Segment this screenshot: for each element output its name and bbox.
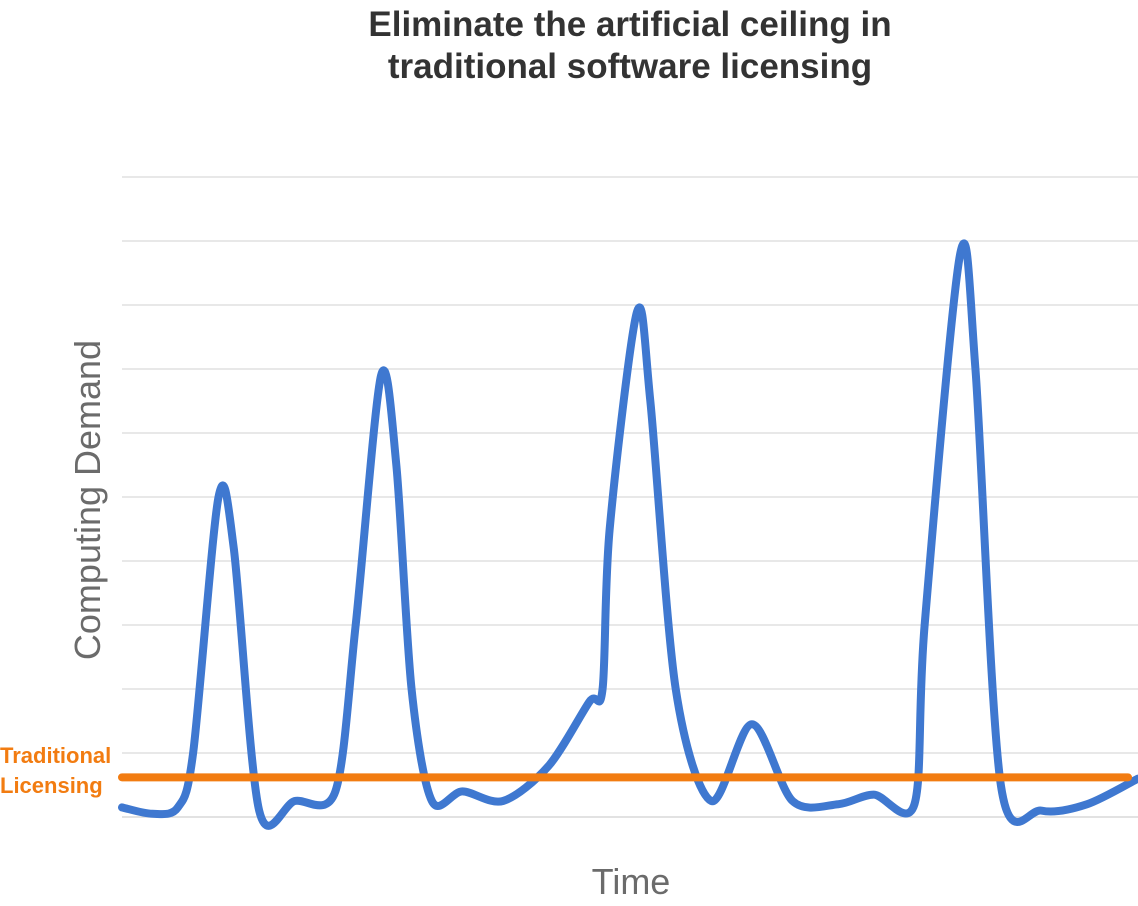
traditional-licensing-label-line-2: Licensing bbox=[0, 773, 103, 798]
y-axis-label: Computing Demand bbox=[67, 339, 108, 661]
computing-demand-line bbox=[118, 239, 1138, 830]
traditional-licensing-label: Traditional Licensing bbox=[0, 741, 111, 801]
series-layer bbox=[118, 239, 1138, 830]
chart-title-line-1: Eliminate the artificial ceiling in bbox=[368, 5, 892, 44]
chart-title: Eliminate the artificial ceiling in trad… bbox=[120, 4, 1138, 88]
x-axis-label: Time bbox=[591, 861, 671, 902]
traditional-licensing-label-line-1: Traditional bbox=[0, 743, 112, 768]
chart-title-line-2: traditional software licensing bbox=[387, 47, 873, 86]
